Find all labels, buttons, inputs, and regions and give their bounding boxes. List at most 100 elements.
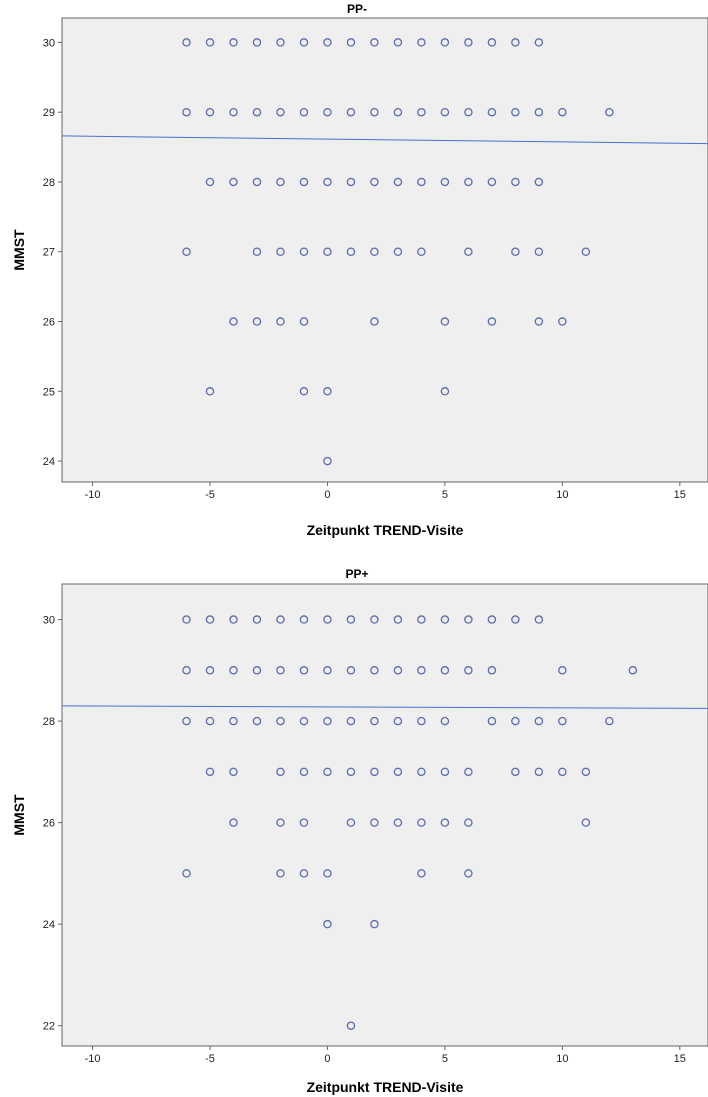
chart-title: PP+ xyxy=(345,567,368,581)
data-point xyxy=(229,615,238,624)
data-point xyxy=(487,716,497,726)
data-point xyxy=(323,456,332,466)
data-point xyxy=(440,818,450,827)
data-point xyxy=(440,107,450,117)
data-point xyxy=(511,107,520,117)
data-point xyxy=(323,38,332,47)
data-point xyxy=(534,247,544,256)
data-point xyxy=(323,767,332,777)
data-point xyxy=(487,317,497,326)
data-point xyxy=(299,818,309,827)
data-point xyxy=(417,177,426,187)
data-point xyxy=(393,666,403,675)
x-tick-label: 5 xyxy=(442,489,448,501)
data-point xyxy=(464,615,473,624)
data-point xyxy=(440,387,450,396)
data-point xyxy=(276,177,285,187)
data-point xyxy=(229,38,238,47)
data-point xyxy=(417,38,426,47)
data-point xyxy=(205,666,215,675)
data-point xyxy=(323,107,332,117)
plot-area xyxy=(61,583,708,1047)
data-point xyxy=(487,615,497,624)
data-point xyxy=(299,387,309,396)
data-point xyxy=(487,107,497,117)
data-point xyxy=(534,38,544,47)
data-point xyxy=(417,666,426,675)
data-point xyxy=(370,716,379,726)
data-point xyxy=(346,716,356,726)
data-point xyxy=(628,666,638,675)
data-point xyxy=(229,317,238,326)
y-tick-label: 28 xyxy=(43,177,55,189)
fit-line xyxy=(61,135,708,145)
data-point xyxy=(205,615,215,624)
y-tick-label: 22 xyxy=(43,1021,55,1033)
x-tick-label: 10 xyxy=(556,489,568,501)
data-point xyxy=(299,716,309,726)
data-point xyxy=(393,716,403,726)
x-tick-label: 15 xyxy=(674,1053,686,1065)
data-point xyxy=(393,247,403,256)
chart-panel-pp-plus: PP+ Zeitpunkt TREND-Visite MMST -10 -5 0 5 1… xyxy=(11,567,708,1095)
data-point xyxy=(417,247,426,256)
data-point xyxy=(558,317,567,326)
data-point xyxy=(346,1021,356,1030)
data-point xyxy=(440,177,450,187)
data-point xyxy=(417,818,426,827)
data-point xyxy=(581,767,591,777)
data-point xyxy=(252,107,262,117)
data-point xyxy=(346,615,356,624)
data-point xyxy=(393,177,403,187)
data-point xyxy=(534,767,544,777)
data-point xyxy=(511,767,520,777)
data-point xyxy=(299,615,309,624)
chart-panel-pp-minus: PP- Zeitpunkt TREND-Visite MMST -10 -5 0 5 1… xyxy=(11,2,708,538)
y-axis-title: MMST xyxy=(11,794,27,836)
x-tick-label: 0 xyxy=(324,1053,330,1065)
fit-line xyxy=(61,705,708,709)
data-point xyxy=(323,615,332,624)
data-point xyxy=(182,38,191,47)
data-point xyxy=(252,38,262,47)
data-point xyxy=(417,615,426,624)
data-point xyxy=(182,869,191,878)
data-point xyxy=(299,317,309,326)
data-point xyxy=(299,247,309,256)
data-points xyxy=(182,615,638,1030)
data-point xyxy=(252,247,262,256)
data-point xyxy=(276,666,285,675)
data-point xyxy=(205,177,215,187)
data-point xyxy=(534,716,544,726)
data-point xyxy=(370,818,379,827)
data-points xyxy=(182,38,614,466)
data-point xyxy=(417,869,426,878)
data-point xyxy=(464,869,473,878)
data-point xyxy=(511,177,520,187)
data-point xyxy=(511,247,520,256)
data-point xyxy=(323,869,332,878)
data-point xyxy=(229,666,238,675)
data-point xyxy=(299,107,309,117)
y-tick-label: 25 xyxy=(43,386,55,398)
data-point xyxy=(252,666,262,675)
data-point xyxy=(558,666,567,675)
data-point xyxy=(299,666,309,675)
data-point xyxy=(229,107,238,117)
data-point xyxy=(393,818,403,827)
data-point xyxy=(605,107,614,117)
data-point xyxy=(346,177,356,187)
data-point xyxy=(346,247,356,256)
data-point xyxy=(511,615,520,624)
data-point xyxy=(205,107,215,117)
data-point xyxy=(276,767,285,777)
y-tick-label: 29 xyxy=(43,107,55,119)
data-point xyxy=(276,869,285,878)
data-point xyxy=(370,38,379,47)
x-tick-label: -10 xyxy=(85,1053,101,1065)
data-point xyxy=(440,38,450,47)
x-axis-title: Zeitpunkt TREND-Visite xyxy=(307,1079,464,1095)
data-point xyxy=(229,818,238,827)
y-tick-label: 26 xyxy=(43,818,55,830)
